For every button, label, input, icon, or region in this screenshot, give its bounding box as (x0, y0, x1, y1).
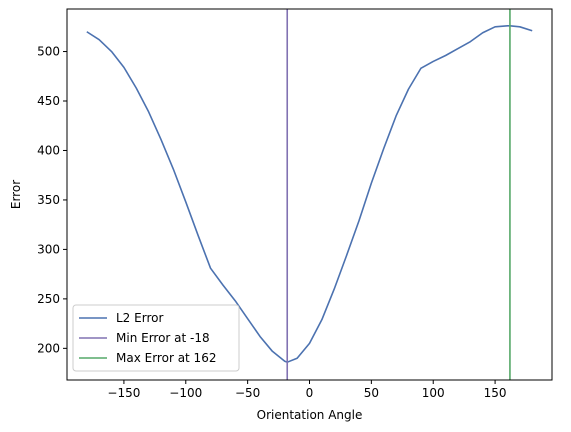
legend: L2 Error Min Error at -18 Max Error at 162 (72, 304, 240, 372)
x-axis-label: Orientation Angle (257, 408, 363, 422)
y-tick-label: 250 (37, 292, 60, 306)
legend-box (72, 304, 240, 372)
x-tick-label: −100 (169, 386, 202, 400)
y-axis-label: Error (9, 180, 23, 209)
legend-entry-min-error-label: Min Error at -18 (116, 331, 210, 345)
x-tick-label: −150 (107, 386, 140, 400)
x-tick-label: 150 (484, 386, 507, 400)
y-tick-label: 400 (37, 143, 60, 157)
x-axis-ticks: −150 −100 −50 0 50 100 150 (107, 380, 507, 400)
y-axis-ticks: 200 250 300 350 400 450 500 (37, 45, 67, 355)
y-tick-label: 450 (37, 94, 60, 108)
x-tick-label: 0 (306, 386, 314, 400)
series-line-l2-error (86, 25, 533, 363)
series-layer (86, 25, 533, 363)
x-tick-label: −50 (235, 386, 260, 400)
legend-entry-max-error-label: Max Error at 162 (116, 351, 216, 365)
y-tick-label: 500 (37, 45, 60, 59)
x-tick-label: 50 (364, 386, 379, 400)
x-tick-label: 100 (422, 386, 445, 400)
y-tick-label: 300 (37, 242, 60, 256)
y-tick-label: 200 (37, 341, 60, 355)
y-tick-label: 350 (37, 193, 60, 207)
legend-entry-l2-error-label: L2 Error (116, 311, 163, 325)
vline-layer (286, 9, 511, 380)
